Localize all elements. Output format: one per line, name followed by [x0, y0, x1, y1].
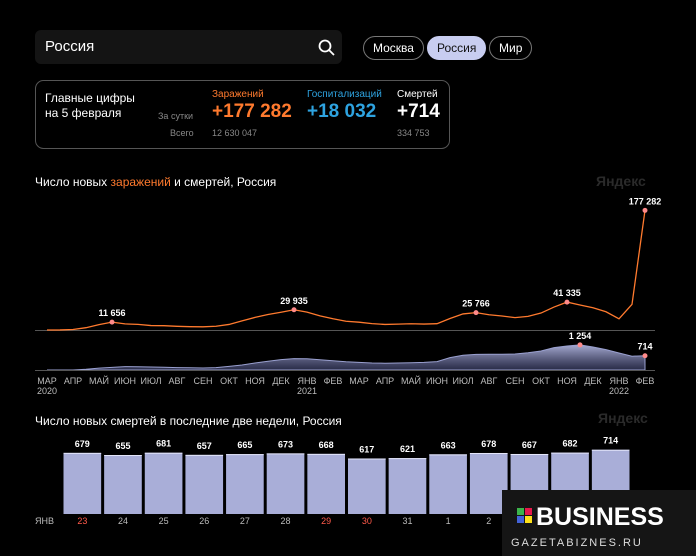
x-tick-label: ОКТ — [220, 376, 238, 386]
x-tick-label: 23 — [77, 516, 87, 526]
logo-name: BUSINESS — [536, 503, 664, 532]
x-tick-label: МАР — [37, 376, 57, 386]
peak-label: 29 935 — [280, 296, 308, 306]
x-tick-label: АПР — [376, 376, 394, 386]
bar-value-label: 668 — [319, 440, 334, 450]
bar — [226, 454, 264, 514]
month-label: ЯНВ — [35, 516, 54, 526]
x-tick-label: 26 — [199, 516, 209, 526]
region-button[interactable]: Москва — [363, 36, 424, 60]
bar — [145, 453, 183, 514]
bar-value-label: 714 — [603, 436, 618, 446]
x-tick-label: НОЯ — [557, 376, 577, 386]
x-tick-label: АВГ — [169, 376, 186, 386]
x-tick-label: ОКТ — [532, 376, 550, 386]
peak-label: 177 282 — [629, 196, 662, 206]
x-tick-label: ДЕК — [272, 376, 290, 386]
x-year-label: 2020 — [37, 386, 57, 396]
x-tick-label: НОЯ — [245, 376, 265, 386]
total-value: 334 753 — [397, 128, 430, 138]
peak-label: 11 656 — [98, 308, 125, 318]
region-button[interactable]: Россия — [427, 36, 486, 60]
death-area — [47, 345, 645, 370]
bar-value-label: 617 — [359, 444, 374, 454]
x-tick-label: ФЕВ — [324, 376, 343, 386]
region-button[interactable]: Мир — [489, 36, 532, 60]
column-name: Смертей — [397, 89, 438, 100]
bar-value-label: 681 — [156, 439, 171, 449]
peak-label: 1 254 — [569, 331, 592, 341]
infection-line — [47, 210, 645, 330]
bar — [389, 458, 427, 514]
peak-dot — [474, 310, 479, 315]
column-name: Госпитализаций — [307, 89, 382, 100]
peak-dot — [643, 353, 648, 358]
peak-dot — [578, 342, 583, 347]
bar-value-label: 682 — [563, 439, 578, 449]
peak-label: 25 766 — [462, 299, 490, 309]
x-tick-label: 30 — [362, 516, 372, 526]
daily-value: +177 282 — [212, 101, 292, 123]
bar-value-label: 678 — [481, 439, 496, 449]
daily-value: +18 032 — [307, 101, 376, 123]
peak-label: 41 335 — [553, 288, 581, 298]
bar-value-label: 679 — [75, 439, 90, 449]
x-tick-label: 28 — [281, 516, 291, 526]
x-tick-label: 25 — [159, 516, 169, 526]
x-tick-label: АПР — [64, 376, 82, 386]
bar — [267, 453, 305, 514]
bar-value-label: 621 — [400, 444, 415, 454]
bar-value-label: 663 — [441, 440, 456, 450]
column-name: Заражений — [212, 89, 264, 100]
x-tick-label: МАЙ — [401, 375, 421, 386]
x-year-label: 2022 — [609, 386, 629, 396]
bar — [64, 453, 102, 514]
total-value: 12 630 047 — [212, 128, 257, 138]
x-tick-label: СЕН — [505, 376, 524, 386]
peak-dot — [643, 208, 648, 213]
x-tick-label: ИЮЛ — [452, 376, 473, 386]
bar — [307, 454, 345, 514]
bar-value-label: 657 — [197, 441, 212, 451]
peak-label: 714 — [637, 342, 652, 352]
bar-value-label: 673 — [278, 439, 293, 449]
peak-dot — [565, 300, 570, 305]
bar — [348, 458, 386, 514]
x-tick-label: ИЮН — [426, 376, 448, 386]
x-tick-label: 27 — [240, 516, 250, 526]
x-tick-label: 2 — [486, 516, 491, 526]
x-tick-label: ФЕВ — [636, 376, 655, 386]
peak-dot — [110, 320, 115, 325]
bar — [429, 454, 467, 514]
x-tick-label: ИЮН — [114, 376, 136, 386]
x-tick-label: 31 — [402, 516, 412, 526]
x-tick-label: 1 — [446, 516, 451, 526]
x-year-label: 2021 — [297, 386, 317, 396]
x-tick-label: 29 — [321, 516, 331, 526]
x-tick-label: МАР — [349, 376, 369, 386]
logo-site: GAZETABIZNES.RU — [511, 537, 643, 549]
x-tick-label: СЕН — [193, 376, 212, 386]
x-tick-label: ДЕК — [584, 376, 602, 386]
x-tick-label: АВГ — [481, 376, 498, 386]
x-tick-label: 24 — [118, 516, 128, 526]
bar — [185, 455, 223, 514]
x-tick-label: МАЙ — [89, 375, 109, 386]
x-tick-label: ЯНВ — [609, 376, 628, 386]
bar-value-label: 665 — [237, 440, 252, 450]
peak-dot — [292, 307, 297, 312]
bar-value-label: 667 — [522, 440, 537, 450]
bar — [104, 455, 142, 514]
daily-value: +714 — [397, 101, 440, 123]
x-tick-label: ЯНВ — [297, 376, 316, 386]
x-tick-label: ИЮЛ — [140, 376, 161, 386]
bar-value-label: 655 — [115, 441, 130, 451]
